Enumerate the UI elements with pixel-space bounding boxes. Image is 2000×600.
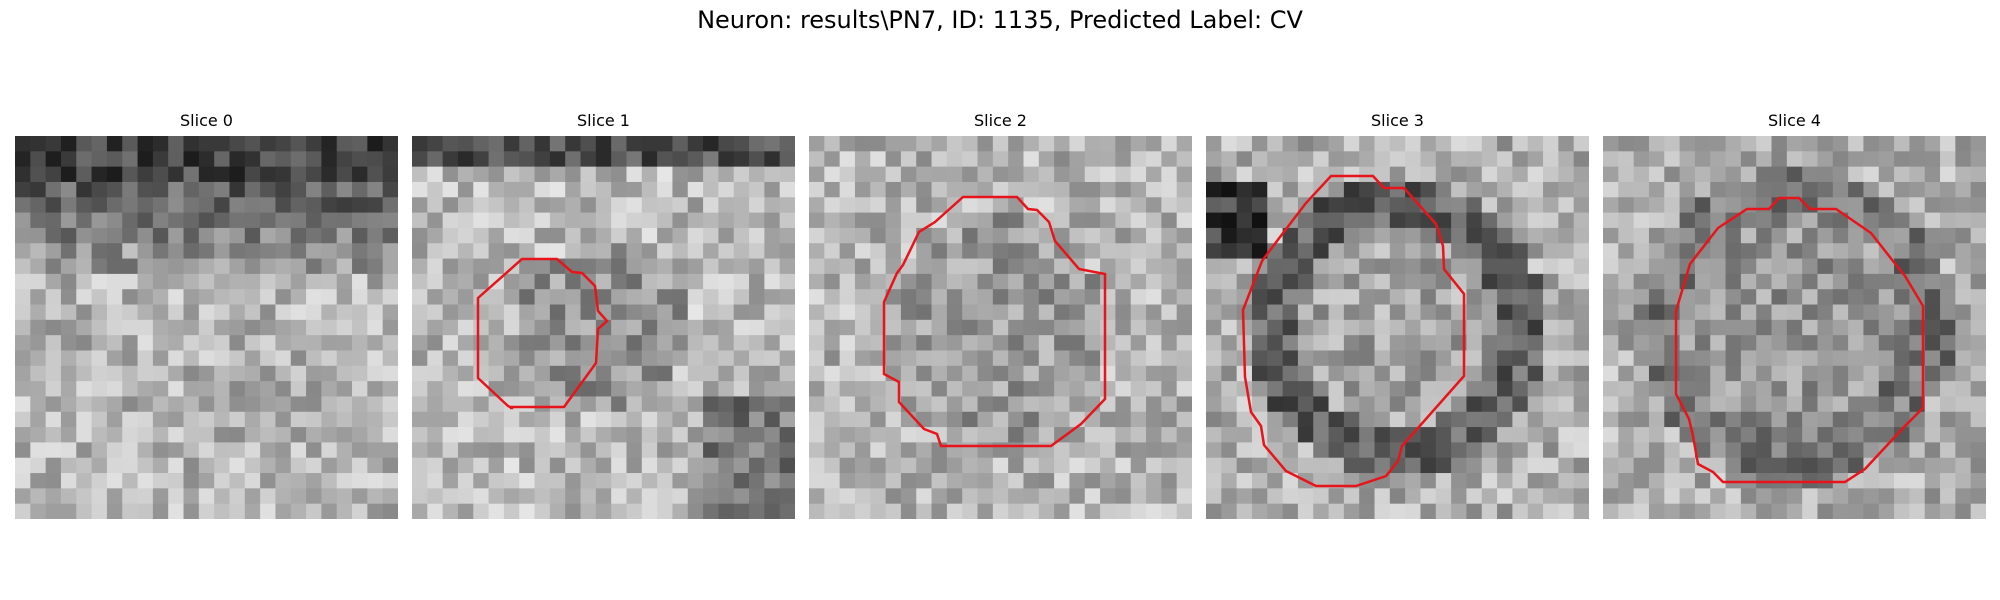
slice-title-0: Slice 0 xyxy=(180,111,233,130)
slice-title-3: Slice 3 xyxy=(1371,111,1424,130)
slice-title-2: Slice 2 xyxy=(974,111,1027,130)
slice-image-3 xyxy=(1206,136,1589,519)
slice-title-4: Slice 4 xyxy=(1768,111,1821,130)
slice-panel-3: Slice 3 xyxy=(1206,108,1589,519)
slice-panel-0: Slice 0 xyxy=(15,108,398,519)
segmentation-contour xyxy=(1241,174,1466,488)
segmentation-contour xyxy=(1674,196,1925,484)
slice-image-1 xyxy=(412,136,795,519)
slice-title-1: Slice 1 xyxy=(577,111,630,130)
slice-image-2 xyxy=(809,136,1192,519)
slice-panel-4: Slice 4 xyxy=(1603,108,1986,519)
segmentation-contour xyxy=(882,195,1107,448)
segmentation-contour xyxy=(476,257,609,410)
figure-title: Neuron: results\PN7, ID: 1135, Predicted… xyxy=(697,6,1303,34)
slice-panel-2: Slice 2 xyxy=(809,108,1192,519)
slice-panel-1: Slice 1 xyxy=(412,108,795,519)
slice-image-4 xyxy=(1603,136,1986,519)
slice-image-0 xyxy=(15,136,398,519)
